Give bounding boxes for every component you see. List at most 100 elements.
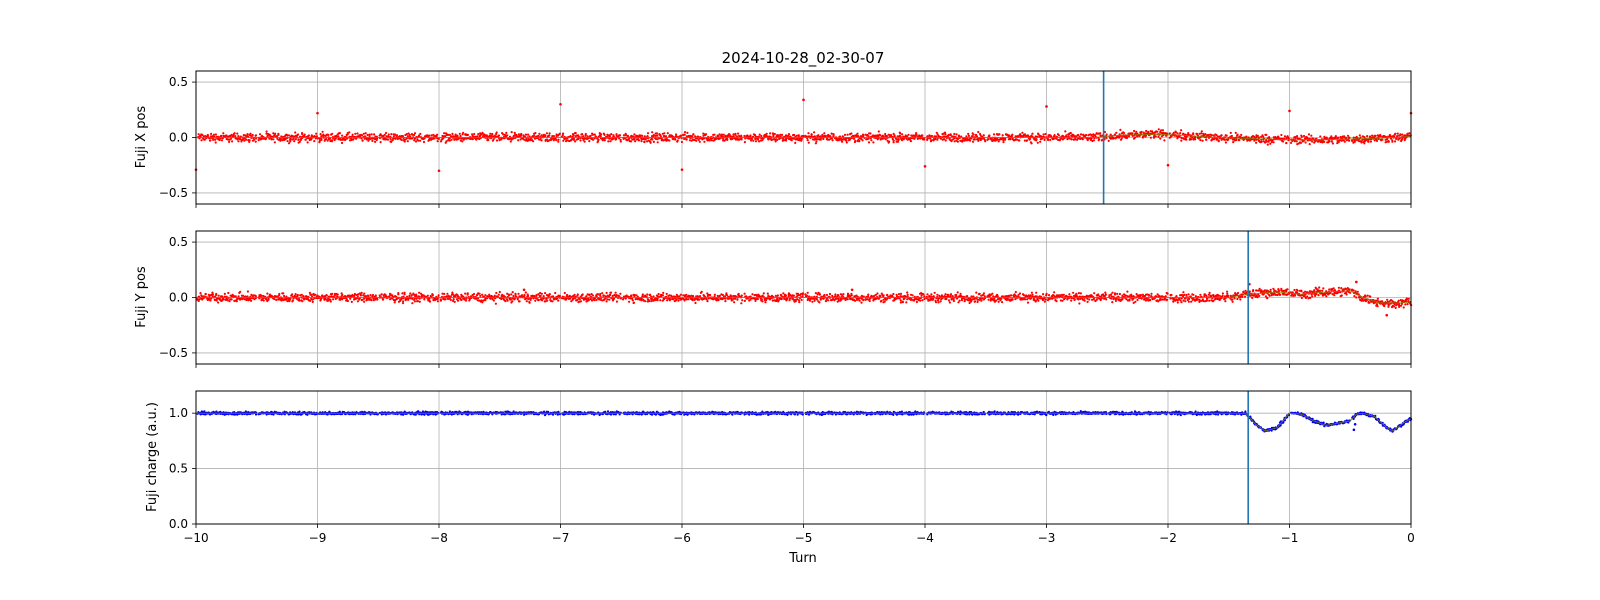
- data-point: [1088, 298, 1091, 301]
- data-point: [817, 134, 820, 137]
- data-point: [862, 134, 865, 137]
- data-point: [977, 138, 980, 141]
- data-point: [523, 294, 526, 297]
- data-point: [1212, 134, 1215, 137]
- data-point: [1138, 134, 1141, 137]
- data-point: [644, 300, 647, 303]
- data-point: [1139, 294, 1142, 297]
- data-point: [471, 134, 474, 137]
- data-point: [709, 293, 712, 297]
- data-point: [764, 301, 767, 304]
- data-point: [597, 293, 600, 296]
- data-point: [415, 297, 418, 300]
- data-point: [704, 133, 708, 136]
- data-point: [311, 300, 314, 303]
- data-point: [1166, 292, 1169, 295]
- data-point: [734, 137, 738, 140]
- data-point: [895, 293, 898, 296]
- data-point: [643, 135, 646, 138]
- data-point: [669, 298, 672, 301]
- data-point: [1002, 141, 1005, 144]
- data-point: [674, 138, 677, 141]
- data-point: [969, 139, 972, 142]
- data-point: [1142, 135, 1145, 138]
- data-point: [892, 292, 895, 296]
- data-point: [643, 140, 646, 143]
- data-point: [1236, 297, 1239, 301]
- data-point: [287, 142, 291, 145]
- data-point: [415, 295, 418, 298]
- data-point: [818, 293, 822, 296]
- data-point: [318, 140, 321, 143]
- data-point: [558, 294, 562, 298]
- data-point: [254, 140, 257, 143]
- data-point: [408, 294, 411, 297]
- data-point: [997, 140, 1000, 143]
- data-point: [735, 135, 739, 138]
- data-point: [200, 133, 204, 137]
- data-point: [505, 131, 508, 134]
- data-point: [1287, 137, 1290, 140]
- data-point: [1001, 134, 1004, 137]
- data-point: [797, 299, 801, 302]
- data-point: [1164, 295, 1167, 298]
- data-point: [484, 299, 487, 302]
- data-point: [321, 130, 324, 133]
- data-point: [214, 133, 217, 136]
- data-point: [718, 133, 721, 136]
- data-point: [552, 135, 556, 138]
- data-point: [776, 138, 779, 141]
- data-point: [1113, 292, 1117, 295]
- data-point: [902, 138, 905, 141]
- data-point: [899, 295, 902, 298]
- data-point: [578, 298, 581, 301]
- data-point: [909, 140, 913, 143]
- data-point: [401, 134, 404, 138]
- data-point: [478, 137, 481, 141]
- data-point: [1093, 292, 1096, 295]
- data-point: [456, 299, 460, 302]
- data-point: [450, 138, 453, 141]
- data-point: [1154, 135, 1157, 138]
- data-point: [515, 133, 518, 137]
- data-point: [576, 298, 579, 301]
- data-point: [348, 131, 351, 134]
- data-point: [698, 295, 702, 298]
- data-point: [1103, 130, 1107, 134]
- data-point: [410, 294, 413, 297]
- data-point: [592, 138, 595, 141]
- data-point: [869, 132, 872, 135]
- data-point: [520, 132, 523, 136]
- data-point: [1120, 137, 1123, 140]
- data-point: [591, 294, 595, 297]
- data-point: [976, 300, 979, 304]
- data-point: [504, 300, 507, 303]
- data-point: [495, 291, 498, 295]
- scatter-series: [196, 280, 1413, 317]
- data-point: [1190, 138, 1193, 141]
- data-point: [283, 294, 286, 298]
- data-point: [996, 138, 999, 141]
- data-point: [315, 132, 318, 135]
- outlier-point: [1045, 105, 1048, 108]
- data-point: [1030, 142, 1033, 145]
- data-point: [1028, 138, 1031, 141]
- data-point: [1131, 134, 1134, 138]
- data-point: [562, 132, 565, 135]
- data-point: [761, 300, 764, 303]
- data-point: [222, 298, 225, 301]
- data-point: [798, 301, 801, 304]
- data-point: [870, 139, 873, 142]
- data-point: [310, 138, 313, 141]
- data-point: [850, 132, 853, 135]
- data-point: [524, 133, 528, 136]
- data-point: [1077, 133, 1080, 137]
- data-point: [1024, 135, 1027, 138]
- data-point: [1053, 135, 1056, 138]
- data-point: [1187, 293, 1190, 296]
- data-point: [630, 294, 633, 297]
- data-point: [1047, 138, 1050, 142]
- data-point: [808, 299, 812, 302]
- data-point: [879, 134, 882, 137]
- data-point: [811, 300, 814, 303]
